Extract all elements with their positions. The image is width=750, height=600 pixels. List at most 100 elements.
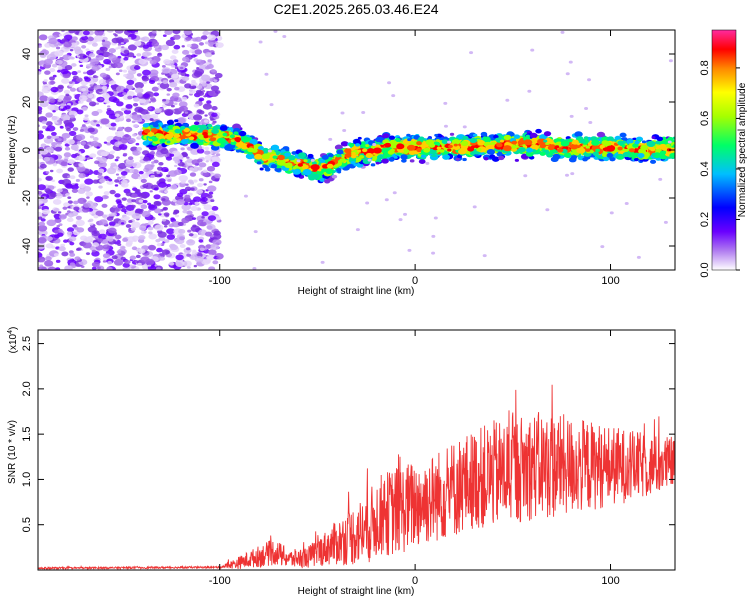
noise-cell xyxy=(155,267,161,270)
y-tick-label: 40 xyxy=(21,48,33,60)
noise-cell xyxy=(184,194,191,199)
noise-cell xyxy=(179,66,184,70)
noise-cell xyxy=(431,251,436,255)
noise-cell xyxy=(186,158,194,163)
x-tick-label: 100 xyxy=(601,575,619,587)
noise-cell xyxy=(469,51,474,55)
noise-cell xyxy=(136,73,142,77)
noise-cell xyxy=(39,53,47,59)
noise-cell xyxy=(166,174,171,178)
noise-cell xyxy=(147,226,154,231)
noise-cell xyxy=(117,43,122,46)
noise-cell xyxy=(114,179,120,183)
noise-cell xyxy=(98,229,106,234)
noise-cell xyxy=(132,123,139,128)
noise-cell xyxy=(668,59,673,63)
noise-cell xyxy=(114,207,121,212)
noise-cell xyxy=(153,194,161,200)
ridge-cell xyxy=(245,153,255,160)
spectrogram-x-ticks: -100 0 100 xyxy=(209,30,620,287)
ridge-cell xyxy=(420,154,426,158)
noise-cell xyxy=(38,211,43,217)
noise-cell xyxy=(117,162,127,170)
noise-cell xyxy=(124,126,133,133)
colorbar-ticks: 0.00.20.40.60.8 xyxy=(699,60,740,278)
colorbar: 0.00.20.40.60.8 Normalized spectral ampl… xyxy=(699,29,748,278)
noise-cell xyxy=(106,30,114,33)
ridge-cell xyxy=(319,158,326,164)
ridge-cell xyxy=(617,146,623,151)
noise-cell xyxy=(91,249,96,253)
noise-cell xyxy=(117,243,122,246)
noise-cell xyxy=(198,110,205,115)
noise-cell xyxy=(176,199,185,206)
ridge-cell xyxy=(591,139,600,146)
noise-cell xyxy=(565,173,570,177)
noise-cell xyxy=(76,134,86,141)
noise-cell xyxy=(102,253,111,259)
noise-cell xyxy=(38,133,45,140)
noise-cell xyxy=(94,160,100,165)
ridge-cell xyxy=(483,136,491,142)
snr-series-line xyxy=(38,384,675,570)
noise-cell xyxy=(85,191,93,197)
noise-cell xyxy=(45,112,53,118)
noise-cell xyxy=(165,39,176,47)
ridge-cell xyxy=(297,152,307,159)
ridge-cell xyxy=(375,136,384,143)
noise-cell xyxy=(39,264,44,268)
ridge-cell xyxy=(547,145,555,151)
noise-cell xyxy=(204,52,213,58)
ridge-cell xyxy=(230,139,235,143)
snr-y-axis-label: SNR (10 * v/v) xyxy=(7,420,18,484)
noise-cell xyxy=(67,167,74,172)
noise-cell xyxy=(201,211,209,217)
ridge-cell xyxy=(409,159,415,163)
ridge-cell xyxy=(567,138,573,143)
noise-cell xyxy=(101,85,108,90)
noise-cell xyxy=(158,174,162,177)
ridge-cell xyxy=(493,134,499,139)
ridge-cell xyxy=(249,138,258,145)
noise-cell xyxy=(205,61,210,65)
noise-cell xyxy=(196,189,204,194)
noise-cell xyxy=(157,82,161,86)
noise-cell xyxy=(186,210,193,215)
noise-cell xyxy=(204,41,210,45)
noise-cell xyxy=(82,236,92,243)
noise-cell xyxy=(60,113,70,121)
noise-cell xyxy=(132,161,142,169)
noise-cell xyxy=(193,264,198,268)
noise-cell xyxy=(161,65,166,68)
noise-cell xyxy=(192,217,197,220)
noise-cell xyxy=(38,44,43,48)
noise-cell xyxy=(122,69,128,73)
noise-cell xyxy=(203,183,207,186)
noise-cell xyxy=(74,183,79,186)
noise-cell xyxy=(115,119,120,123)
noise-cell xyxy=(149,190,153,193)
ridge-cell xyxy=(641,140,647,144)
noise-cell xyxy=(148,233,158,240)
noise-cell xyxy=(126,79,135,85)
ridge-cell xyxy=(189,124,199,132)
noise-cell xyxy=(76,141,81,144)
noise-cell xyxy=(82,71,87,75)
noise-cell xyxy=(95,102,100,105)
noise-cell xyxy=(172,30,181,35)
ridge-cell xyxy=(311,161,317,165)
noise-cell xyxy=(205,160,209,163)
noise-cell xyxy=(68,55,74,60)
noise-cell xyxy=(211,161,220,168)
noise-cell xyxy=(372,143,377,147)
noise-cell xyxy=(151,41,160,47)
ridge-cell xyxy=(203,134,209,139)
noise-cell xyxy=(194,256,204,263)
noise-cell xyxy=(45,171,50,174)
noise-cell xyxy=(131,246,138,251)
ridge-cell xyxy=(480,131,488,137)
noise-cell xyxy=(158,256,166,261)
noise-cell xyxy=(569,114,574,118)
noise-cell xyxy=(198,239,204,243)
ridge-cell xyxy=(416,147,423,153)
